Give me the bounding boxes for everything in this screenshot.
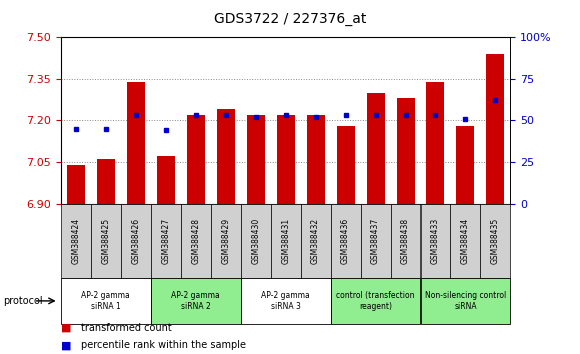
Bar: [151, 278, 241, 324]
Bar: [271, 204, 300, 278]
Bar: [456, 126, 474, 204]
Bar: [420, 204, 451, 278]
Text: GDS3722 / 227376_at: GDS3722 / 227376_at: [214, 12, 366, 27]
Text: GSM388429: GSM388429: [221, 218, 230, 264]
Bar: [217, 109, 235, 204]
Bar: [241, 204, 271, 278]
Text: GSM388436: GSM388436: [341, 218, 350, 264]
Bar: [300, 204, 331, 278]
Bar: [211, 204, 241, 278]
Bar: [246, 115, 264, 204]
Text: GSM388427: GSM388427: [161, 218, 171, 264]
Text: GSM388435: GSM388435: [491, 218, 500, 264]
Text: AP-2 gamma
siRNA 2: AP-2 gamma siRNA 2: [171, 291, 220, 310]
Text: ■: ■: [61, 341, 71, 350]
Text: protocol: protocol: [3, 296, 42, 306]
Bar: [91, 204, 121, 278]
Bar: [336, 126, 354, 204]
Bar: [157, 156, 175, 204]
Text: GSM388438: GSM388438: [401, 218, 410, 264]
Text: Non-silencing control
siRNA: Non-silencing control siRNA: [425, 291, 506, 310]
Bar: [187, 115, 205, 204]
Bar: [361, 204, 390, 278]
Bar: [181, 204, 211, 278]
Text: GSM388426: GSM388426: [131, 218, 140, 264]
Bar: [390, 204, 420, 278]
Text: percentile rank within the sample: percentile rank within the sample: [81, 341, 246, 350]
Bar: [331, 204, 361, 278]
Bar: [277, 115, 295, 204]
Bar: [487, 54, 505, 204]
Bar: [121, 204, 151, 278]
Bar: [151, 204, 181, 278]
Bar: [241, 278, 331, 324]
Text: transformed count: transformed count: [81, 323, 172, 333]
Bar: [67, 165, 85, 204]
Bar: [61, 278, 151, 324]
Bar: [61, 204, 91, 278]
Text: GSM388428: GSM388428: [191, 218, 200, 264]
Text: GSM388434: GSM388434: [461, 218, 470, 264]
Bar: [307, 115, 325, 204]
Text: AP-2 gamma
siRNA 1: AP-2 gamma siRNA 1: [81, 291, 130, 310]
Bar: [397, 98, 415, 204]
Bar: [420, 278, 510, 324]
Bar: [426, 81, 444, 204]
Bar: [331, 278, 420, 324]
Text: ■: ■: [61, 323, 71, 333]
Text: GSM388433: GSM388433: [431, 218, 440, 264]
Text: GSM388432: GSM388432: [311, 218, 320, 264]
Bar: [367, 93, 385, 204]
Text: control (transfection
reagent): control (transfection reagent): [336, 291, 415, 310]
Bar: [97, 159, 115, 204]
Text: GSM388437: GSM388437: [371, 218, 380, 264]
Text: GSM388425: GSM388425: [102, 218, 110, 264]
Text: GSM388430: GSM388430: [251, 218, 260, 264]
Bar: [480, 204, 510, 278]
Bar: [127, 81, 145, 204]
Text: GSM388424: GSM388424: [71, 218, 81, 264]
Text: AP-2 gamma
siRNA 3: AP-2 gamma siRNA 3: [261, 291, 310, 310]
Text: GSM388431: GSM388431: [281, 218, 290, 264]
Bar: [451, 204, 480, 278]
